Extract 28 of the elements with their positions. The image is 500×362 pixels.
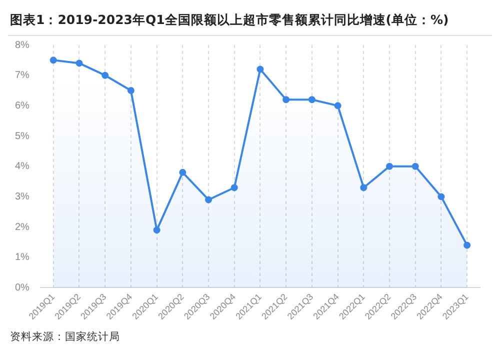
- y-tick-label: 5%: [15, 130, 30, 142]
- point: [205, 196, 212, 204]
- point: [127, 87, 134, 94]
- y-tick-label: 4%: [15, 161, 30, 172]
- point: [179, 168, 186, 176]
- point: [153, 226, 160, 234]
- point: [308, 96, 316, 104]
- point: [102, 72, 109, 79]
- y-tick-label: 0%: [15, 282, 30, 294]
- text: 资料来源：国家统计局: [9, 330, 121, 345]
- point: [256, 66, 264, 73]
- point: [360, 184, 368, 192]
- y-tick-label: 8%: [15, 40, 30, 51]
- point: [386, 162, 394, 170]
- point: [334, 102, 342, 110]
- point: [50, 56, 57, 64]
- point: [282, 96, 290, 104]
- point: [464, 242, 471, 249]
- chart-title: 图表1：2019-2023年Q1全国限额以上超市零售额累计同比增速(单位：%): [8, 8, 492, 36]
- point: [230, 184, 238, 192]
- y-tick-label: 6%: [15, 100, 30, 112]
- y-tick-label: 1%: [15, 252, 30, 264]
- point: [412, 162, 419, 170]
- point: [76, 60, 83, 67]
- y-tick-label: 3%: [15, 191, 30, 202]
- y-tick-label: 7%: [15, 70, 30, 82]
- y-tick-label: 2%: [15, 222, 30, 233]
- point: [438, 193, 445, 200]
